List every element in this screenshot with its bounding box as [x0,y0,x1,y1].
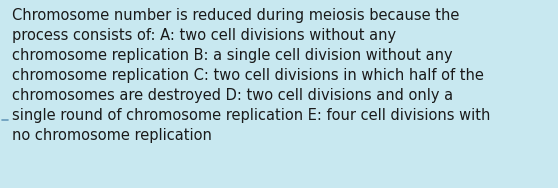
Text: Chromosome number is reduced during meiosis because the
process consists of: A: : Chromosome number is reduced during meio… [12,8,490,143]
